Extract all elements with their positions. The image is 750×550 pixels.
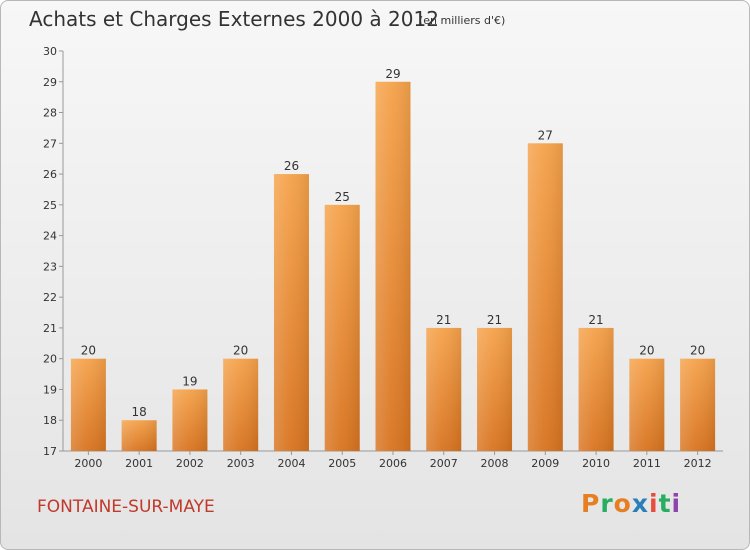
logo-letter: i — [671, 489, 682, 518]
proxiti-logo: Proxiti — [581, 489, 681, 518]
x-tick-label: 2007 — [430, 457, 458, 470]
y-tick-label: 18 — [43, 414, 57, 427]
data-label-2004: 26 — [284, 159, 299, 173]
y-tick-label: 24 — [43, 230, 57, 243]
y-tick-label: 21 — [43, 322, 57, 335]
data-label-2003: 20 — [233, 344, 248, 358]
data-label-2012: 20 — [690, 344, 705, 358]
bar-shine-2005 — [324, 204, 360, 451]
y-tick-label: 22 — [43, 291, 57, 304]
x-tick-label: 2003 — [227, 457, 255, 470]
data-label-2010: 21 — [588, 313, 603, 327]
chart-title: Achats et Charges Externes 2000 à 2012 — [29, 7, 439, 31]
x-tick-label: 2000 — [74, 457, 102, 470]
y-tick-label: 19 — [43, 383, 57, 396]
data-label-2011: 20 — [639, 344, 654, 358]
data-label-2007: 21 — [436, 313, 451, 327]
x-tick-label: 2006 — [379, 457, 407, 470]
bar-shine-2011 — [629, 358, 665, 451]
x-tick-label: 2010 — [582, 457, 610, 470]
bar-shine-2000 — [70, 358, 106, 451]
data-label-2005: 25 — [335, 190, 350, 204]
y-tick-label: 26 — [43, 168, 57, 181]
data-label-2006: 29 — [385, 67, 400, 81]
x-tick-label: 2012 — [684, 457, 712, 470]
y-tick-label: 30 — [43, 45, 57, 58]
bar-shine-2006 — [375, 81, 411, 452]
y-tick-label: 27 — [43, 137, 57, 150]
x-tick-label: 2001 — [125, 457, 153, 470]
y-tick-label: 17 — [43, 445, 57, 458]
x-tick-label: 2011 — [633, 457, 661, 470]
logo-letter: r — [600, 489, 614, 518]
logo-letter: o — [613, 489, 632, 518]
logo-letter: i — [649, 489, 659, 518]
bar-shine-2009 — [527, 143, 563, 452]
x-tick-label: 2008 — [481, 457, 509, 470]
y-tick-label: 28 — [43, 107, 57, 120]
data-label-2000: 20 — [81, 344, 96, 358]
x-tick-label: 2004 — [277, 457, 305, 470]
y-tick-label: 20 — [43, 353, 57, 366]
logo-letter: P — [581, 489, 601, 518]
logo-letter: x — [631, 489, 649, 518]
logo-letter: t — [658, 489, 672, 518]
bar-shine-2007 — [426, 327, 462, 451]
data-label-2001: 18 — [132, 405, 147, 419]
x-tick-label: 2009 — [531, 457, 559, 470]
bar-shine-2001 — [121, 420, 157, 451]
bar-shine-2012 — [680, 358, 716, 451]
x-tick-label: 2002 — [176, 457, 204, 470]
commune-name: FONTAINE-SUR-MAYE — [37, 497, 215, 517]
bar-shine-2003 — [223, 358, 259, 451]
data-label-2008: 21 — [487, 313, 502, 327]
data-label-2009: 27 — [538, 128, 553, 142]
y-tick-label: 25 — [43, 199, 57, 212]
bar-shine-2004 — [273, 174, 309, 452]
chart-subtitle: (en milliers d'€) — [419, 14, 506, 27]
bar-shine-2010 — [578, 327, 614, 451]
bar-shine-2002 — [172, 389, 208, 451]
bar-shine-2008 — [477, 327, 513, 451]
y-tick-label: 29 — [43, 76, 57, 89]
data-label-2002: 19 — [182, 374, 197, 388]
y-tick-label: 23 — [43, 260, 57, 273]
x-tick-label: 2005 — [328, 457, 356, 470]
